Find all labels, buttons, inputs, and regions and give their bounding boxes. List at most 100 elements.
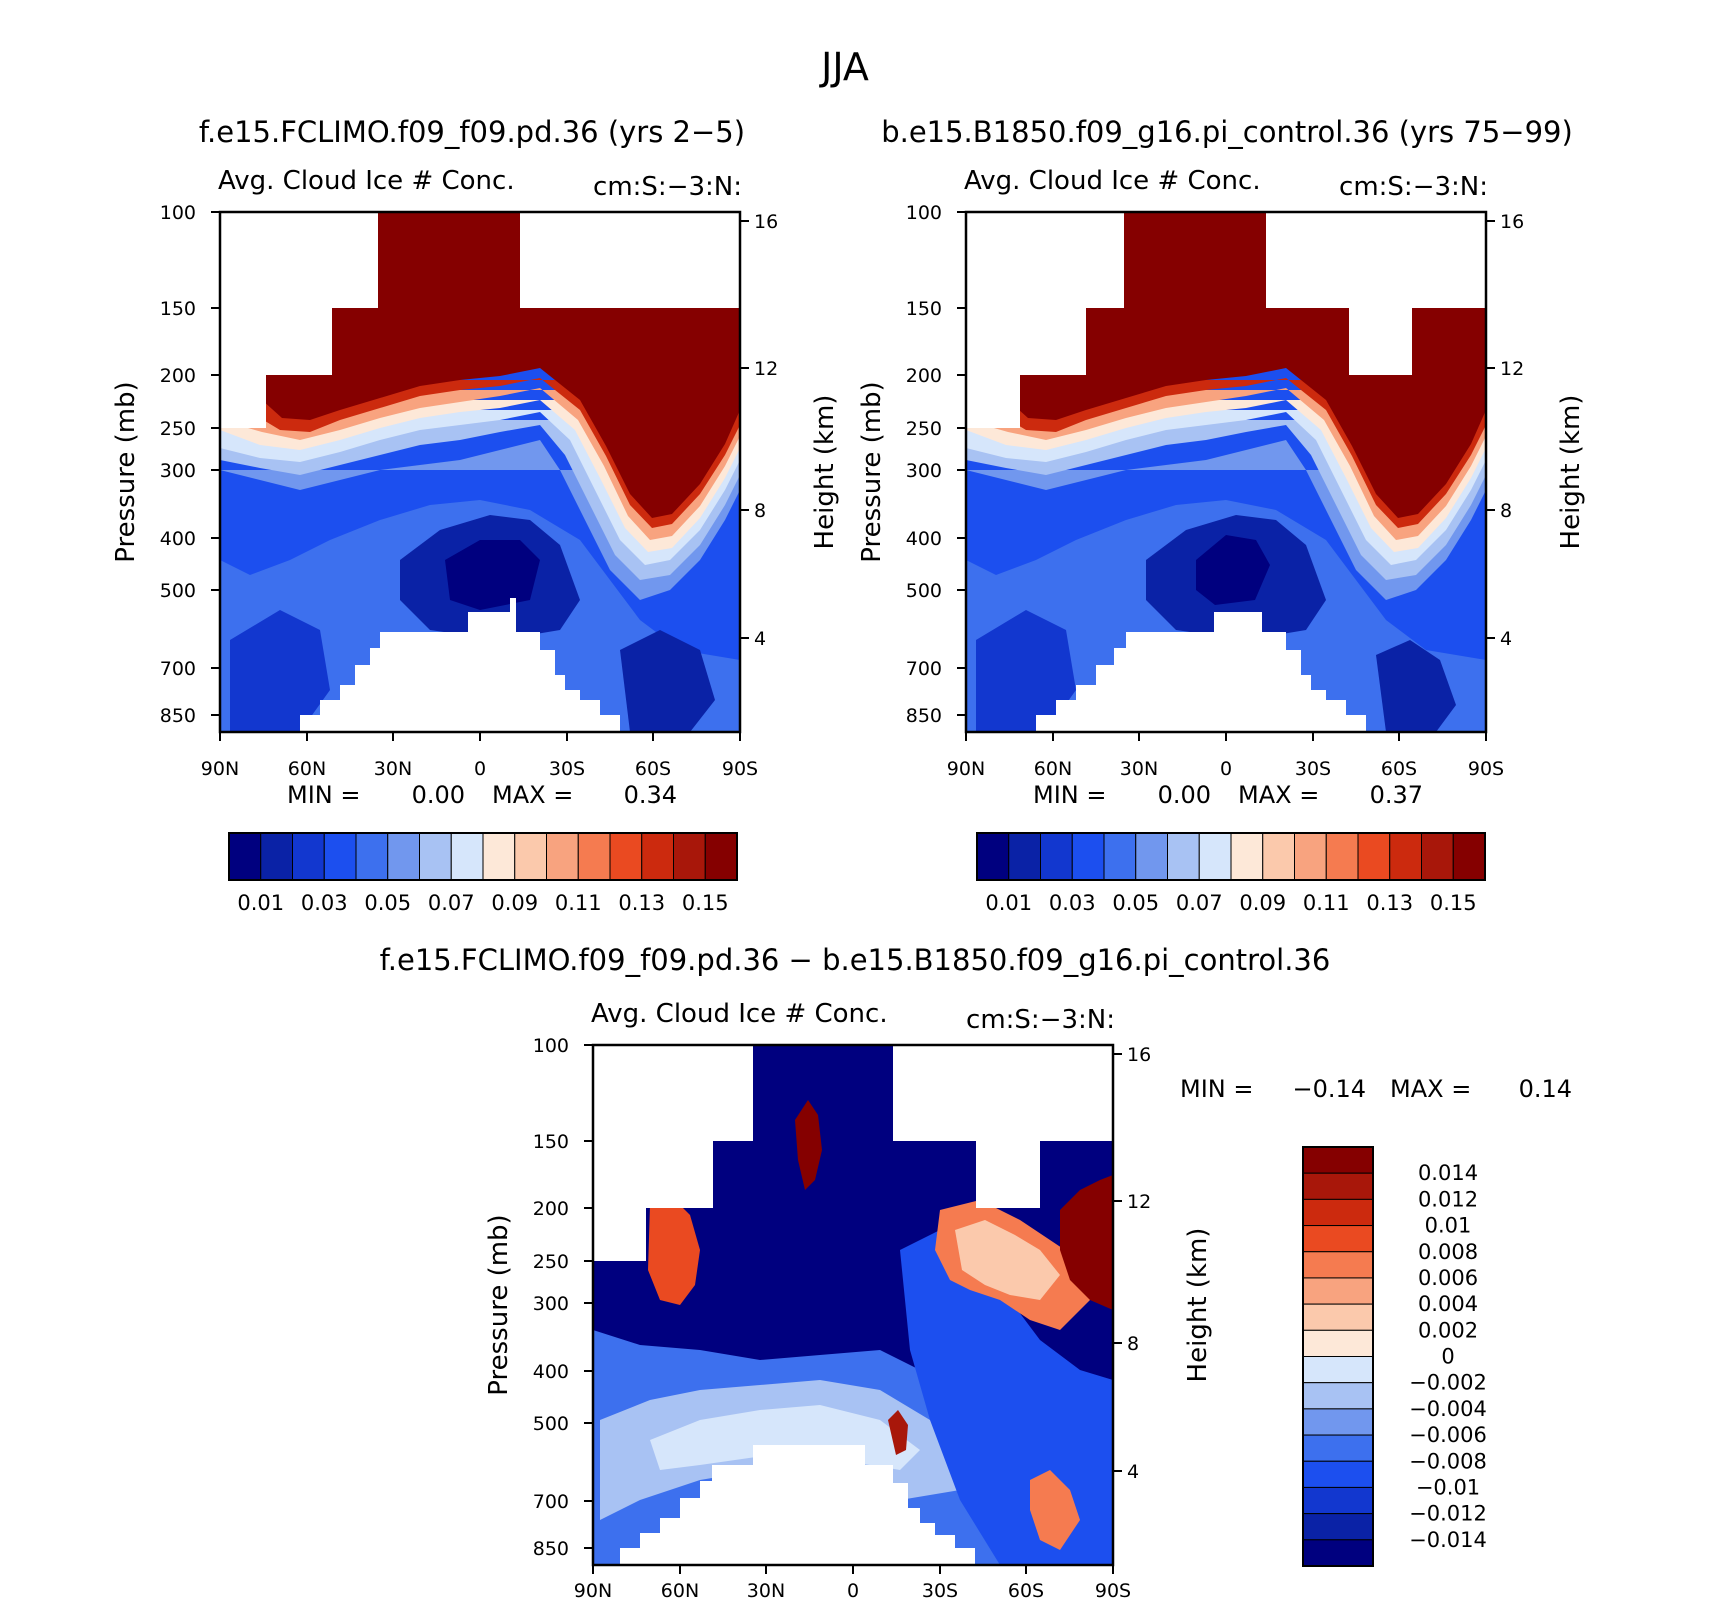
- panel-1-colorbar-labels: 0.01 0.03 0.05 0.07 0.09 0.11 0.13 0.15: [237, 891, 728, 915]
- panel-2-ylabel-850: 850: [906, 705, 942, 727]
- colorbar-swatch: [419, 832, 452, 881]
- colorbar-swatch: [641, 832, 674, 881]
- colorbar-swatch: [1389, 832, 1422, 881]
- panel-2: b.e15.B1850.f09_g16.pi_control.36 (yrs 7…: [857, 115, 1586, 915]
- colorbar-label: −0.004: [1409, 1397, 1487, 1421]
- panel-2-ylabel-150: 150: [906, 298, 942, 320]
- panel-3-y2label-16: 16: [1127, 1044, 1151, 1066]
- panel-1-ylabel-150: 150: [160, 298, 196, 320]
- colorbar-label: 0.07: [428, 891, 475, 915]
- panel-2-y2axis-title: Height (km): [1556, 395, 1586, 550]
- colorbar-swatch: [1302, 1277, 1374, 1305]
- colorbar-swatch: [1325, 832, 1359, 881]
- panel-3-title: f.e15.FCLIMO.f09_f09.pd.36 − b.e15.B1850…: [380, 943, 1331, 977]
- colorbar-swatch: [292, 832, 325, 881]
- colorbar-swatch: [1167, 832, 1200, 881]
- panel-3-max-label: MAX =: [1390, 1075, 1471, 1103]
- panel-2-ticks: [957, 211, 1495, 741]
- colorbar-label: 0.014: [1418, 1161, 1478, 1185]
- panel-3-y2label-4: 4: [1127, 1461, 1139, 1483]
- panel-1-xlabel-90s: 90S: [722, 758, 758, 780]
- colorbar-label: 0.11: [555, 891, 602, 915]
- panel-1-field: [220, 212, 740, 732]
- colorbar-label: −0.014: [1409, 1528, 1487, 1552]
- panel-2-ylabel-700: 700: [906, 658, 942, 680]
- panel-2-core-navy: [1196, 535, 1270, 605]
- colorbar-swatch: [1135, 832, 1168, 881]
- panel-1-xlabel-90n: 90N: [201, 758, 239, 780]
- panel-2-ylabel-500: 500: [906, 580, 942, 602]
- panel-3: f.e15.FCLIMO.f09_f09.pd.36 − b.e15.B1850…: [380, 943, 1572, 1602]
- panel-3-topography: [593, 1445, 975, 1565]
- panel-1-y2label-4: 4: [754, 628, 766, 650]
- panel-2-min-value: 0.00: [1158, 781, 1211, 809]
- colorbar-swatch: [1302, 1539, 1374, 1567]
- colorbar-swatch: [1302, 1225, 1374, 1253]
- panel-3-yaxis-title: Pressure (mb): [484, 1214, 514, 1395]
- panel-1-title: f.e15.FCLIMO.f09_f09.pd.36 (yrs 2−5): [199, 115, 745, 149]
- colorbar-swatch: [1103, 832, 1137, 881]
- panel-1-max-value: 0.34: [624, 781, 677, 809]
- panel-3-ylabel-300: 300: [533, 1293, 569, 1315]
- season-title: JJA: [819, 45, 869, 89]
- panel-3-field: [593, 1045, 1113, 1565]
- colorbar-label: 0.15: [1430, 891, 1477, 915]
- panel-3-ylabel-400: 400: [533, 1361, 569, 1383]
- panel-1-xlabel-0: 0: [474, 758, 486, 780]
- panel-2-units: cm:S:−3:N:: [1339, 172, 1488, 202]
- colorbar-swatch: [546, 832, 579, 881]
- colorbar-swatch: [387, 832, 420, 881]
- colorbar-label: 0.09: [1239, 891, 1286, 915]
- panel-2-colorbar-labels: 0.01 0.03 0.05 0.07 0.09 0.11 0.13 0.15: [985, 891, 1476, 915]
- panel-3-y2label-8: 8: [1127, 1333, 1139, 1355]
- panel-1-xlabel-60n: 60N: [288, 758, 326, 780]
- panel-2-title: b.e15.B1850.f09_g16.pi_control.36 (yrs 7…: [881, 115, 1573, 149]
- colorbar-swatch: [260, 832, 293, 881]
- colorbar-label: −0.008: [1409, 1449, 1487, 1473]
- colorbar-swatch: [1452, 832, 1486, 881]
- colorbar-swatch: [1262, 832, 1295, 881]
- colorbar-label: 0.13: [618, 891, 665, 915]
- panel-3-sfc-warm: [1030, 1470, 1080, 1550]
- panel-1-max-label: MAX =: [492, 781, 573, 809]
- panel-3-ylabel-850: 850: [533, 1538, 569, 1560]
- colorbar-swatch: [1071, 832, 1105, 881]
- panel-1-y2axis-title: Height (km): [810, 395, 840, 550]
- panel-1-core-south: [620, 630, 715, 732]
- panel-2-variable: Avg. Cloud Ice # Conc.: [964, 166, 1261, 196]
- panel-3-colorbar: [1302, 1146, 1374, 1567]
- panel-3-sfc-hot: [888, 1410, 908, 1455]
- colorbar-label: 0.01: [237, 891, 284, 915]
- panel-2-field: [966, 212, 1486, 732]
- panel-3-xlabel-30n: 30N: [747, 1580, 785, 1601]
- colorbar-swatch: [1421, 832, 1454, 881]
- panel-3-units: cm:S:−3:N:: [966, 1005, 1115, 1035]
- panel-3-missing-topright: [893, 1045, 1113, 1208]
- panel-1-missing-top: [220, 212, 378, 428]
- panel-3-ylabel-100: 100: [533, 1035, 569, 1057]
- colorbar-label: −0.01: [1416, 1475, 1480, 1499]
- panel-3-y2label-12: 12: [1127, 1191, 1151, 1213]
- panel-2-ylabel-200: 200: [906, 365, 942, 387]
- panel-2-max-label: MAX =: [1238, 781, 1319, 809]
- panel-3-plume: [795, 1100, 822, 1190]
- colorbar-swatch: [482, 832, 516, 881]
- colorbar-swatch: [450, 832, 484, 881]
- panel-1-missing-topright: [520, 212, 740, 308]
- colorbar-label: 0.13: [1366, 891, 1413, 915]
- panel-1-yaxis-title: Pressure (mb): [111, 381, 141, 562]
- panel-3-xlabel-90n: 90N: [574, 1580, 612, 1601]
- colorbar-swatch: [704, 832, 738, 881]
- colorbar-swatch: [1302, 1303, 1374, 1331]
- colorbar-label: 0.012: [1418, 1187, 1478, 1211]
- colorbar-label: 0: [1441, 1345, 1454, 1369]
- colorbar-label: 0.07: [1176, 891, 1223, 915]
- panel-1-ylabel-400: 400: [160, 528, 196, 550]
- panel-1-min-label: MIN =: [287, 781, 360, 809]
- colorbar-swatch: [1357, 832, 1391, 881]
- panel-2-topography: [966, 612, 1366, 732]
- panel-2-xlabel-30n: 30N: [1120, 758, 1158, 780]
- colorbar-swatch: [1302, 1486, 1374, 1515]
- colorbar-frame: [1302, 1146, 1374, 1567]
